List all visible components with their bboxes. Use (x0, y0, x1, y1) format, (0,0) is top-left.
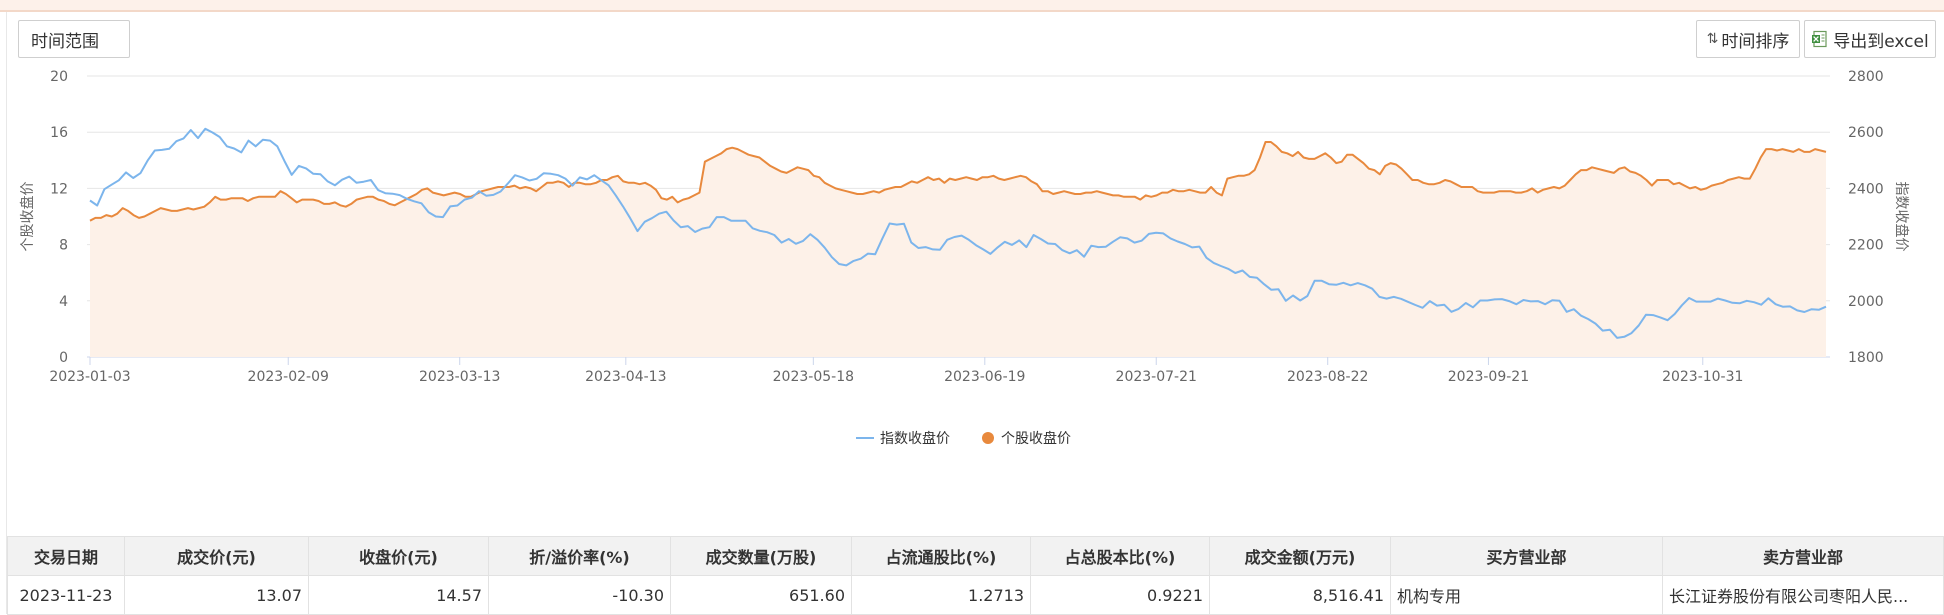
cell-deal-price: 13.07 (124, 575, 309, 615)
column-header[interactable]: 成交金额(万元) (1209, 536, 1391, 576)
x-tick-label: 2023-10-31 (1662, 369, 1743, 385)
x-tick-label: 2023-05-18 (773, 369, 854, 385)
y-right-tick-label: 2600 (1848, 125, 1884, 141)
cell-close-price: 14.57 (308, 575, 489, 615)
time-sort-button[interactable]: ⇅ 时间排序 (1696, 20, 1800, 58)
legend-stock-symbol (982, 432, 994, 444)
x-tick-label: 2023-06-19 (944, 369, 1025, 385)
index-close-line (89, 127, 1827, 339)
chart-legend[interactable]: 指数收盘价 个股收盘价 (856, 430, 1071, 447)
cell-trade-date: 2023-11-23 (7, 575, 125, 615)
stock-area-fill (90, 142, 1826, 357)
export-excel-label: 导出到excel (1833, 31, 1929, 52)
sort-arrows-icon: ⇅ (1706, 31, 1719, 47)
x-tick-label: 2023-07-21 (1116, 369, 1197, 385)
cell-total-ratio: 0.9221 (1030, 575, 1210, 615)
time-range-button[interactable]: 时间范围 (18, 20, 130, 58)
stock-close-line (89, 141, 1827, 222)
y-left-tick-label: 12 (50, 181, 68, 197)
y-right-tick-label: 2400 (1848, 181, 1884, 197)
x-tick-label: 2023-09-21 (1448, 369, 1529, 385)
column-header[interactable]: 占流通股比(%) (851, 536, 1031, 576)
x-tick-label: 2023-03-13 (419, 369, 500, 385)
time-range-label: 时间范围 (31, 31, 99, 52)
y-right-axis-title: 指数收盘价 (1893, 182, 1910, 252)
y-right-tick-label: 2000 (1848, 294, 1884, 310)
column-header[interactable]: 买方营业部 (1390, 536, 1663, 576)
toolbar: 时间范围 ⇅ 时间排序 导出到excel (0, 12, 1944, 62)
legend-stock-label: 个股收盘价 (1001, 430, 1071, 447)
top-accent-bar (0, 0, 1944, 12)
cell-float-ratio: 1.2713 (851, 575, 1031, 615)
table-row: 2023-11-23 13.07 14.57 -10.30 651.60 1.2… (7, 575, 1944, 615)
cell-volume: 651.60 (670, 575, 852, 615)
table-header-row: 交易日期 成交价(元) 收盘价(元) 折/溢价率(%) 成交数量(万股) 占流通… (7, 536, 1944, 576)
y-left-axis-title: 个股收盘价 (19, 182, 36, 252)
y-left-tick-label: 4 (59, 294, 68, 310)
cell-seller: 长江证券股份有限公司枣阳人民... (1662, 575, 1944, 615)
export-excel-button[interactable]: 导出到excel (1804, 20, 1936, 58)
cell-amount: 8,516.41 (1209, 575, 1391, 615)
time-sort-label: 时间排序 (1721, 31, 1790, 52)
x-tick-label: 2023-01-03 (49, 369, 130, 385)
y-right-tick-label: 1800 (1848, 350, 1884, 366)
block-trade-table: 交易日期 成交价(元) 收盘价(元) 折/溢价率(%) 成交数量(万股) 占流通… (7, 536, 1944, 615)
column-header[interactable]: 成交价(元) (124, 536, 309, 576)
column-header[interactable]: 收盘价(元) (308, 536, 489, 576)
column-header[interactable]: 交易日期 (7, 536, 125, 576)
cell-premium-rate: -10.30 (488, 575, 671, 615)
y-left-tick-label: 0 (59, 350, 68, 366)
excel-icon (1812, 30, 1827, 48)
chart-lines (89, 127, 1827, 339)
y-left-tick-label: 8 (59, 238, 68, 254)
x-tick-label: 2023-02-09 (248, 369, 329, 385)
legend-index-label: 指数收盘价 (880, 430, 950, 447)
y-left-tick-label: 20 (50, 69, 68, 85)
y-right-tick-label: 2200 (1848, 238, 1884, 254)
cell-buyer: 机构专用 (1390, 575, 1663, 615)
chart-axes: 0 4 8 12 16 20 1800 2000 2200 2400 2600 2800 个股收盘价 指数… (19, 69, 1910, 385)
y-left-tick-label: 16 (50, 125, 68, 141)
column-header[interactable]: 卖方营业部 (1662, 536, 1944, 576)
column-header[interactable]: 占总股本比(%) (1030, 536, 1210, 576)
x-tick-label: 2023-04-13 (585, 369, 666, 385)
y-right-tick-label: 2800 (1848, 69, 1884, 85)
left-border (6, 12, 7, 614)
chart-area-fill (90, 142, 1826, 357)
column-header[interactable]: 折/溢价率(%) (488, 536, 671, 576)
x-tick-label: 2023-08-22 (1287, 369, 1368, 385)
column-header[interactable]: 成交数量(万股) (670, 536, 852, 576)
